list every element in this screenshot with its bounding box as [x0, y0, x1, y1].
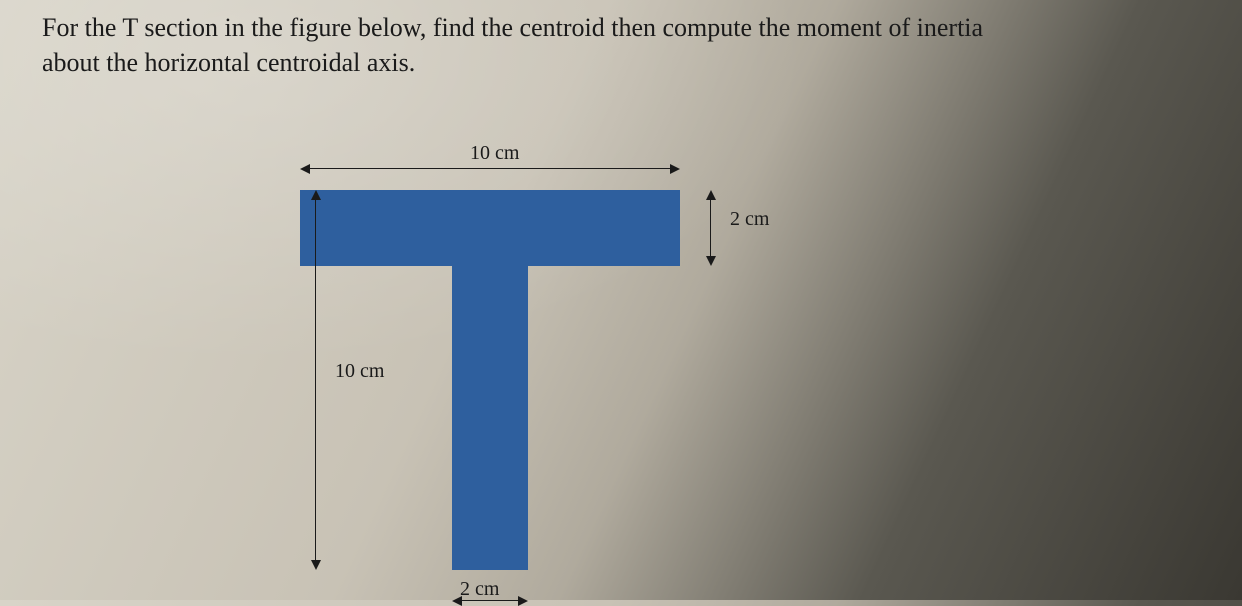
t-section-figure: 10 cm 2 cm 10 cm 2 cm [280, 140, 780, 560]
dim-total-height-arrow [315, 190, 317, 570]
t-flange [300, 190, 680, 266]
dim-total-height-label: 10 cm [335, 360, 384, 383]
dim-flange-height-arrow [710, 190, 712, 266]
dim-stem-width-arrow [452, 600, 528, 602]
problem-statement: For the T section in the figure below, f… [42, 10, 1042, 80]
dim-flange-height-label: 2 cm [730, 208, 769, 231]
dim-stem-width-label: 2 cm [460, 578, 499, 601]
dim-top-width-arrow [300, 168, 680, 170]
dim-top-width-label: 10 cm [470, 142, 519, 165]
t-stem [452, 266, 528, 570]
